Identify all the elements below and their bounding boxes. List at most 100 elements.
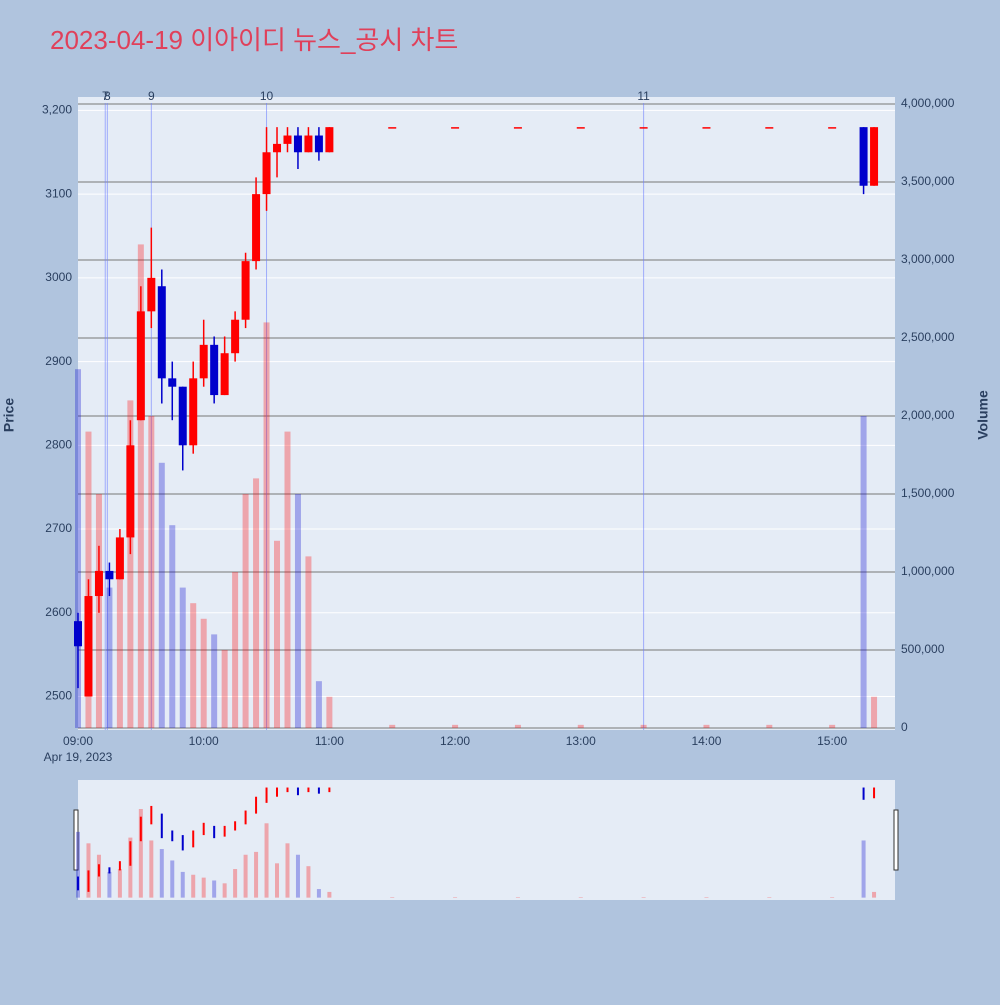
candle-body	[115, 537, 124, 580]
slider-volume-bar	[117, 869, 122, 898]
candle-body	[513, 127, 522, 129]
y2-tick-label: 3,000,000	[901, 252, 955, 266]
slider-volume-bar	[212, 880, 217, 898]
slider-volume-bar	[180, 871, 185, 898]
volume-bar	[274, 540, 281, 728]
slider-volume-bar	[159, 849, 164, 898]
slider-volume-bar	[316, 889, 321, 898]
candle-body	[451, 127, 460, 129]
candle-body	[639, 127, 648, 129]
candle-body	[168, 378, 177, 387]
range-slider[interactable]	[78, 780, 895, 900]
y2-tick-label: 2,500,000	[901, 330, 955, 344]
y-tick-label: 3,200	[42, 103, 72, 117]
x-date-label: Apr 19, 2023	[44, 750, 113, 764]
candle-body	[252, 194, 261, 262]
candle-body	[241, 261, 250, 320]
y2-tick-label: 1,500,000	[901, 486, 955, 500]
slider-volume-bar	[641, 897, 646, 898]
volume-bar	[106, 587, 113, 728]
candle-body	[304, 135, 313, 153]
slider-volume-bar	[233, 869, 238, 898]
candle-body	[702, 127, 711, 129]
y2-tick-label: 1,000,000	[901, 564, 955, 578]
y-tick-label: 2900	[45, 354, 72, 368]
candle-body	[74, 621, 82, 647]
candle-body	[94, 570, 103, 597]
volume-bar	[577, 724, 584, 728]
volume-bar	[75, 369, 81, 728]
candle-body	[231, 319, 240, 354]
candle-body	[325, 127, 334, 153]
y2-tick-label: 3,500,000	[901, 174, 955, 188]
candle-body	[105, 570, 114, 580]
slider-volume-bar	[390, 897, 395, 898]
x-tick-label: 10:00	[189, 734, 219, 748]
slider-volume-bar	[170, 860, 175, 898]
candle-body	[870, 127, 879, 186]
y2-tick-label: 500,000	[901, 642, 945, 656]
volume-bar	[263, 322, 270, 728]
news-label: 8	[104, 89, 111, 103]
slider-volume-bar	[306, 866, 311, 898]
slider-volume-bar	[830, 897, 835, 898]
slider-volume-bar	[138, 809, 143, 898]
volume-bar	[137, 244, 144, 728]
volume-bar	[452, 724, 459, 728]
candle-body	[576, 127, 585, 129]
slider-volume-bar	[76, 831, 80, 898]
range-handle[interactable]	[73, 809, 79, 871]
slider-volume-bar	[295, 854, 300, 898]
volume-bar	[232, 571, 239, 728]
slider-volume-bar	[128, 837, 133, 898]
candle-body	[314, 135, 323, 153]
volume-bar	[211, 634, 218, 728]
volume-bar	[179, 587, 186, 728]
candle-body	[84, 596, 93, 697]
news-label: 9	[148, 89, 155, 103]
volume-bar	[829, 724, 836, 728]
range-handle[interactable]	[893, 809, 899, 871]
candle-body	[293, 135, 302, 153]
news-label: 11	[637, 89, 650, 103]
slider-volume-bar	[222, 883, 227, 898]
y-axis-title: Price	[1, 398, 17, 432]
news-label: 10	[260, 89, 274, 103]
volume-bar	[148, 415, 155, 728]
volume-bar	[871, 696, 878, 728]
y-tick-label: 3100	[45, 186, 72, 200]
slider-volume-bar	[704, 897, 709, 898]
slider-volume-bar	[275, 863, 280, 898]
candle-body	[283, 135, 292, 144]
slider-volume-bar	[149, 840, 154, 898]
x-tick-label: 14:00	[691, 734, 721, 748]
slider-volume-bar	[327, 891, 332, 898]
volume-bar	[389, 724, 396, 728]
candle-body	[220, 353, 229, 396]
candle-body	[388, 127, 397, 129]
volume-bar	[242, 493, 249, 728]
volume-bar	[294, 493, 301, 728]
volume-bar	[169, 525, 176, 728]
slider-volume-bar	[515, 897, 520, 898]
volume-bar	[860, 415, 867, 728]
volume-bar	[284, 431, 291, 728]
volume-bar	[766, 724, 773, 728]
candle-body	[126, 445, 135, 538]
candle-body	[828, 127, 837, 129]
candle-body	[189, 378, 198, 446]
slider-volume-bar	[861, 840, 866, 898]
slider-volume-bar	[872, 891, 877, 898]
x-tick-label: 09:00	[63, 734, 93, 748]
candle-body	[199, 344, 208, 379]
volume-bar	[127, 400, 134, 728]
candle-body	[147, 277, 156, 312]
volume-bar	[190, 603, 197, 728]
slider-volume-bar	[191, 874, 196, 898]
volume-bar	[221, 649, 228, 728]
slider-volume-bar	[243, 854, 248, 898]
slider-volume-bar	[285, 843, 290, 898]
y-tick-label: 2500	[45, 689, 72, 703]
y2-axis-title: Volume	[975, 390, 991, 440]
